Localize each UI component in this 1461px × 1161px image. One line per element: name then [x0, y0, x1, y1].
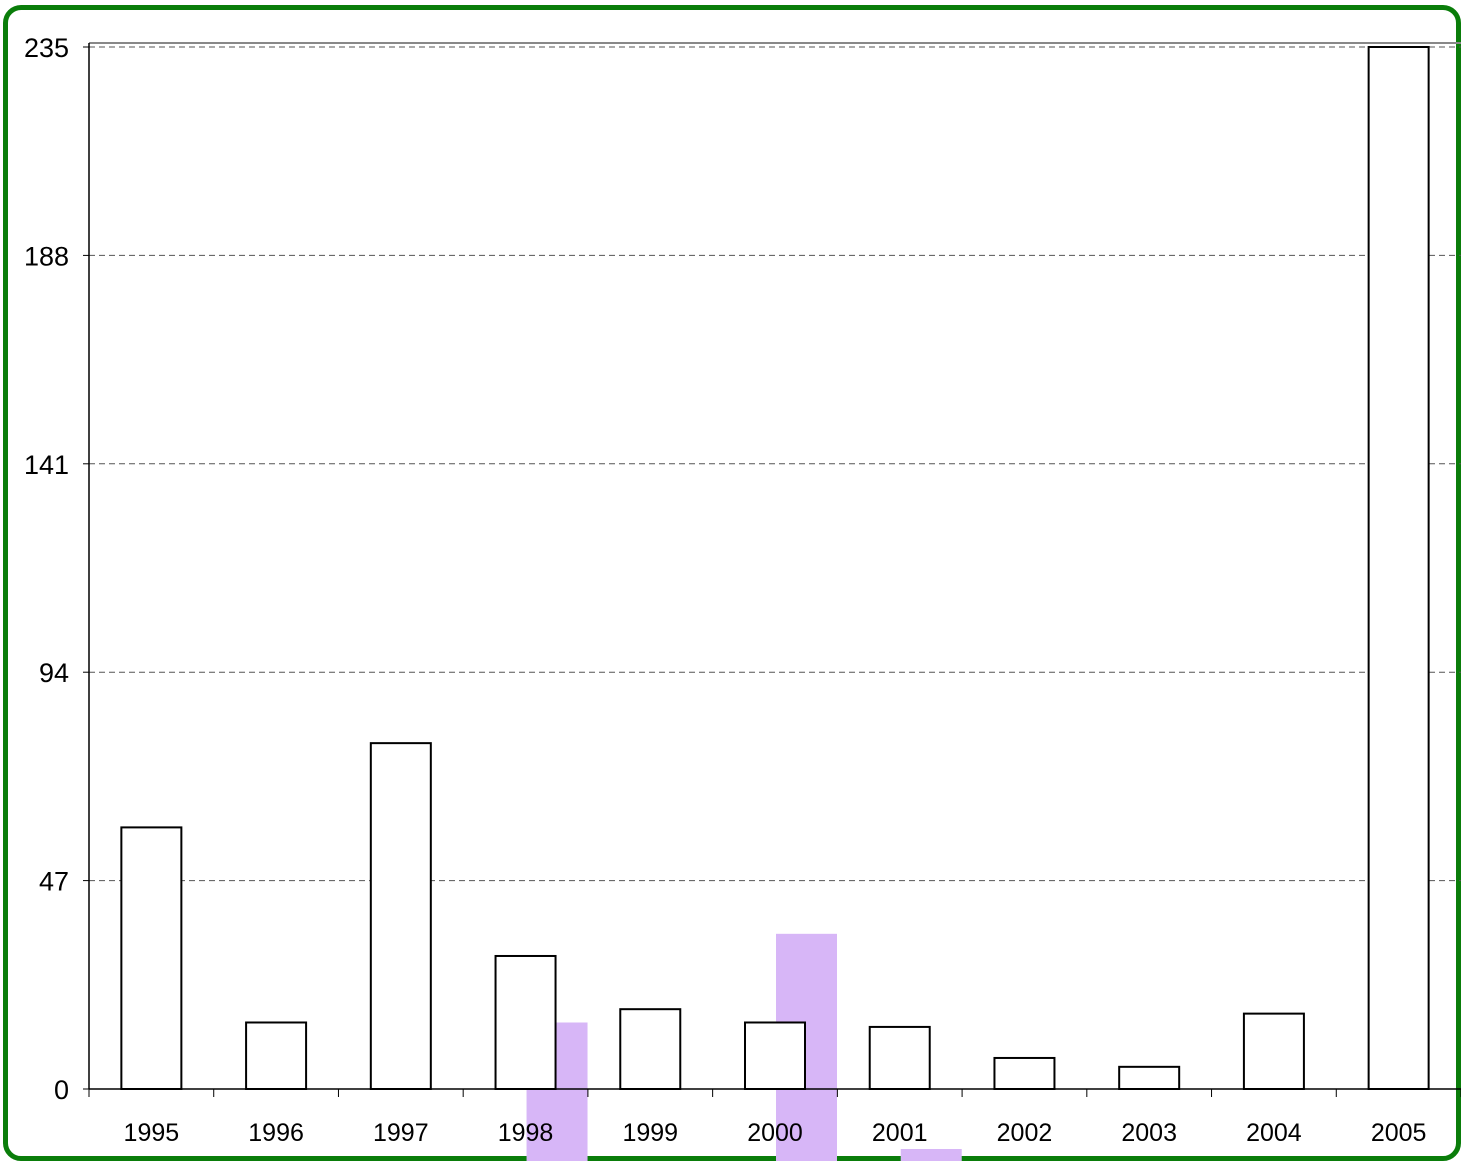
- bar-2000: [744, 1021, 806, 1091]
- bar-2002: [993, 1056, 1056, 1090]
- x-tick-label: 2004: [1246, 1119, 1302, 1147]
- gridlines: [89, 46, 1461, 882]
- x-tick-label: 1999: [622, 1119, 678, 1147]
- y-tick-label: 188: [24, 241, 69, 271]
- overlay-bar-2001: [900, 1149, 962, 1161]
- y-tick-label: 47: [39, 867, 69, 897]
- bar-1998: [494, 954, 557, 1090]
- y-tick-label: 0: [54, 1075, 69, 1105]
- bar-2001: [868, 1025, 931, 1091]
- x-tick-label: 1997: [373, 1119, 429, 1147]
- tick-labels: 0 47 94 141 188 235 1995 1996 1997 1998 1999 2000 20…: [24, 33, 1427, 1147]
- x-tick-label: 1995: [124, 1119, 180, 1147]
- x-tick-label: 2003: [1121, 1119, 1177, 1147]
- bar-2005: [1367, 46, 1430, 1090]
- bar-1999: [619, 1008, 682, 1091]
- bar-1997: [369, 742, 432, 1090]
- x-tick-label: 2002: [997, 1119, 1053, 1147]
- bar-1996: [245, 1021, 308, 1091]
- y-tick-label: 235: [24, 33, 69, 63]
- axes: [83, 42, 1461, 1097]
- x-tick-label: 2000: [747, 1119, 803, 1147]
- bar-2003: [1118, 1065, 1181, 1091]
- bar-1995: [120, 826, 183, 1090]
- x-tick-label: 2005: [1371, 1119, 1427, 1147]
- bars: [120, 46, 1430, 1091]
- x-tick-label: 1996: [248, 1119, 304, 1147]
- bar-2004: [1242, 1012, 1305, 1090]
- y-tick-label: 94: [39, 658, 69, 688]
- x-tick-label: 1998: [498, 1119, 554, 1147]
- y-tick-label: 141: [24, 450, 69, 480]
- chart-frame: [3, 5, 1461, 1161]
- x-tick-label: 2001: [872, 1119, 928, 1147]
